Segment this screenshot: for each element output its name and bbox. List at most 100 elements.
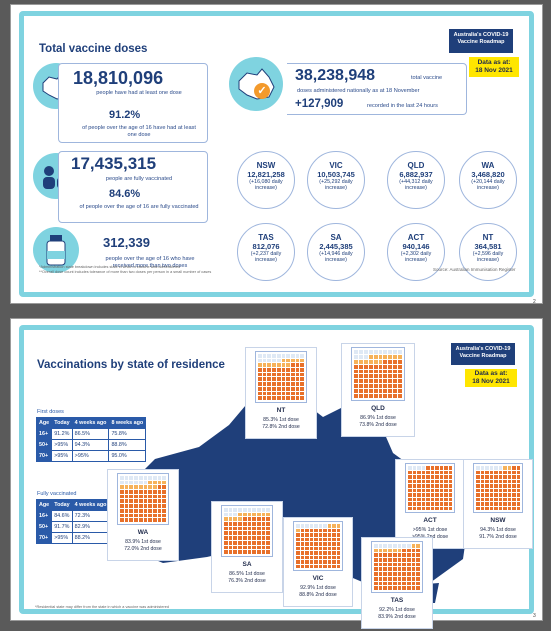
waffle-cell <box>363 394 368 398</box>
state-total: 812,076 <box>252 242 280 251</box>
waffle-cell <box>309 560 313 564</box>
waffle-cell <box>134 504 138 508</box>
waffle-cell <box>262 391 267 396</box>
waffle-cell <box>286 363 290 368</box>
waffle-cell <box>296 528 300 532</box>
waffle-cell <box>388 374 393 379</box>
table-cell: >95% <box>51 450 73 462</box>
waffle-cell <box>476 479 480 483</box>
date-box: Data as at: 18 Nov 2021 <box>465 369 517 387</box>
table-cell: 75.8% <box>108 428 147 440</box>
waffle-cell <box>228 508 233 512</box>
waffle-cell <box>498 493 502 497</box>
waffle-cell <box>143 485 148 490</box>
waffle-cell <box>408 466 412 470</box>
waffle-cell <box>266 536 270 540</box>
waffle-cell <box>512 475 516 479</box>
waffle-cell <box>152 499 157 504</box>
waffle-cell <box>358 384 363 389</box>
waffle-cell <box>327 551 331 555</box>
waffle-cell <box>247 531 252 536</box>
waffle-cell <box>300 363 304 368</box>
waffle-cell <box>378 374 383 379</box>
waffle-cell <box>318 528 322 532</box>
waffle-cell <box>323 524 327 528</box>
waffle-cell <box>368 354 373 359</box>
waffle-cell <box>368 384 373 389</box>
waffle-cell <box>444 493 448 497</box>
date-value: 18 Nov 2021 <box>475 67 513 74</box>
waffle-cell <box>286 386 290 391</box>
waffle-cell <box>516 488 520 492</box>
waffle-cell <box>224 550 228 554</box>
data-as-at-label: Data as at: <box>474 370 508 377</box>
waffle-cell <box>411 558 416 562</box>
waffle-cell <box>238 508 242 512</box>
waffle-cell <box>374 572 378 576</box>
waffle-cell <box>242 545 247 550</box>
waffle-cell <box>332 560 336 564</box>
fully-vaccinated-card: 17,435,315 people are fully vaccinated 8… <box>58 151 208 223</box>
waffle-cell <box>157 508 162 513</box>
waffle-cell <box>397 562 402 567</box>
waffle-cell <box>485 502 489 506</box>
waffle-cell <box>417 470 421 474</box>
waffle-cell <box>480 502 484 506</box>
waffle-cell <box>392 562 397 567</box>
waffle-cell <box>444 502 448 506</box>
state-name: QLD <box>371 405 385 412</box>
waffle-cell <box>373 369 378 374</box>
waffle-cell <box>336 524 340 528</box>
waffle-cell <box>258 386 262 391</box>
table-cell: 88.8% <box>108 439 147 451</box>
waffle-cell <box>494 502 498 506</box>
page-number: 2 <box>533 299 536 305</box>
state-name: WA <box>137 529 149 536</box>
waffle-cell <box>247 526 252 531</box>
waffle-cell <box>323 542 327 546</box>
waffle-cell <box>383 394 388 398</box>
waffle-cell <box>233 531 238 536</box>
waffle-cell <box>411 548 416 553</box>
waffle-cell <box>258 358 262 363</box>
waffle-cell <box>305 542 309 546</box>
waffle-cell <box>435 506 439 510</box>
waffle-cell <box>498 506 502 510</box>
waffle-cell <box>408 493 412 497</box>
slide-title: Vaccinations by state of residence <box>37 359 225 371</box>
waffle-cell <box>507 502 511 506</box>
waffle-cell <box>124 499 129 504</box>
table-header-cell: 4 weeks ago <box>71 417 110 429</box>
waffle-cell <box>238 540 242 545</box>
waffle-cell <box>162 476 166 480</box>
table-cell: 84.6% <box>51 510 73 522</box>
waffle-cell <box>152 480 157 485</box>
waffle-cell <box>129 508 134 513</box>
waffle-cell <box>374 544 378 548</box>
waffle-cell <box>120 518 124 522</box>
waffle-cell <box>262 396 267 400</box>
waffle-cell <box>373 359 378 364</box>
waffle-cell <box>417 497 421 501</box>
table-cell: 70+ <box>35 450 53 462</box>
fully-pct: 84.6% <box>109 188 141 200</box>
waffle-cell <box>363 369 368 374</box>
waffle-cell <box>224 508 228 512</box>
waffle-cell <box>392 553 397 558</box>
waffle-cell <box>157 480 162 485</box>
waffle-cell <box>417 479 421 483</box>
waffle-cell <box>323 551 327 555</box>
state-second-dose: 76.3% 2nd dose <box>228 578 266 584</box>
waffle-cell <box>444 488 448 492</box>
footnote-1: *Administration state breakdown includes… <box>39 265 181 269</box>
waffle-cell <box>134 518 138 522</box>
waffle-cell <box>258 368 262 372</box>
waffle-cell <box>417 506 421 510</box>
national-card: 38,238,948 total vaccine doses administe… <box>287 63 467 115</box>
waffle-cell <box>444 466 448 470</box>
waffle-cell <box>138 490 143 494</box>
waffle-cell <box>148 490 152 494</box>
waffle-cell <box>363 350 368 354</box>
waffle-cell <box>262 363 267 368</box>
waffle-cell <box>242 526 247 531</box>
